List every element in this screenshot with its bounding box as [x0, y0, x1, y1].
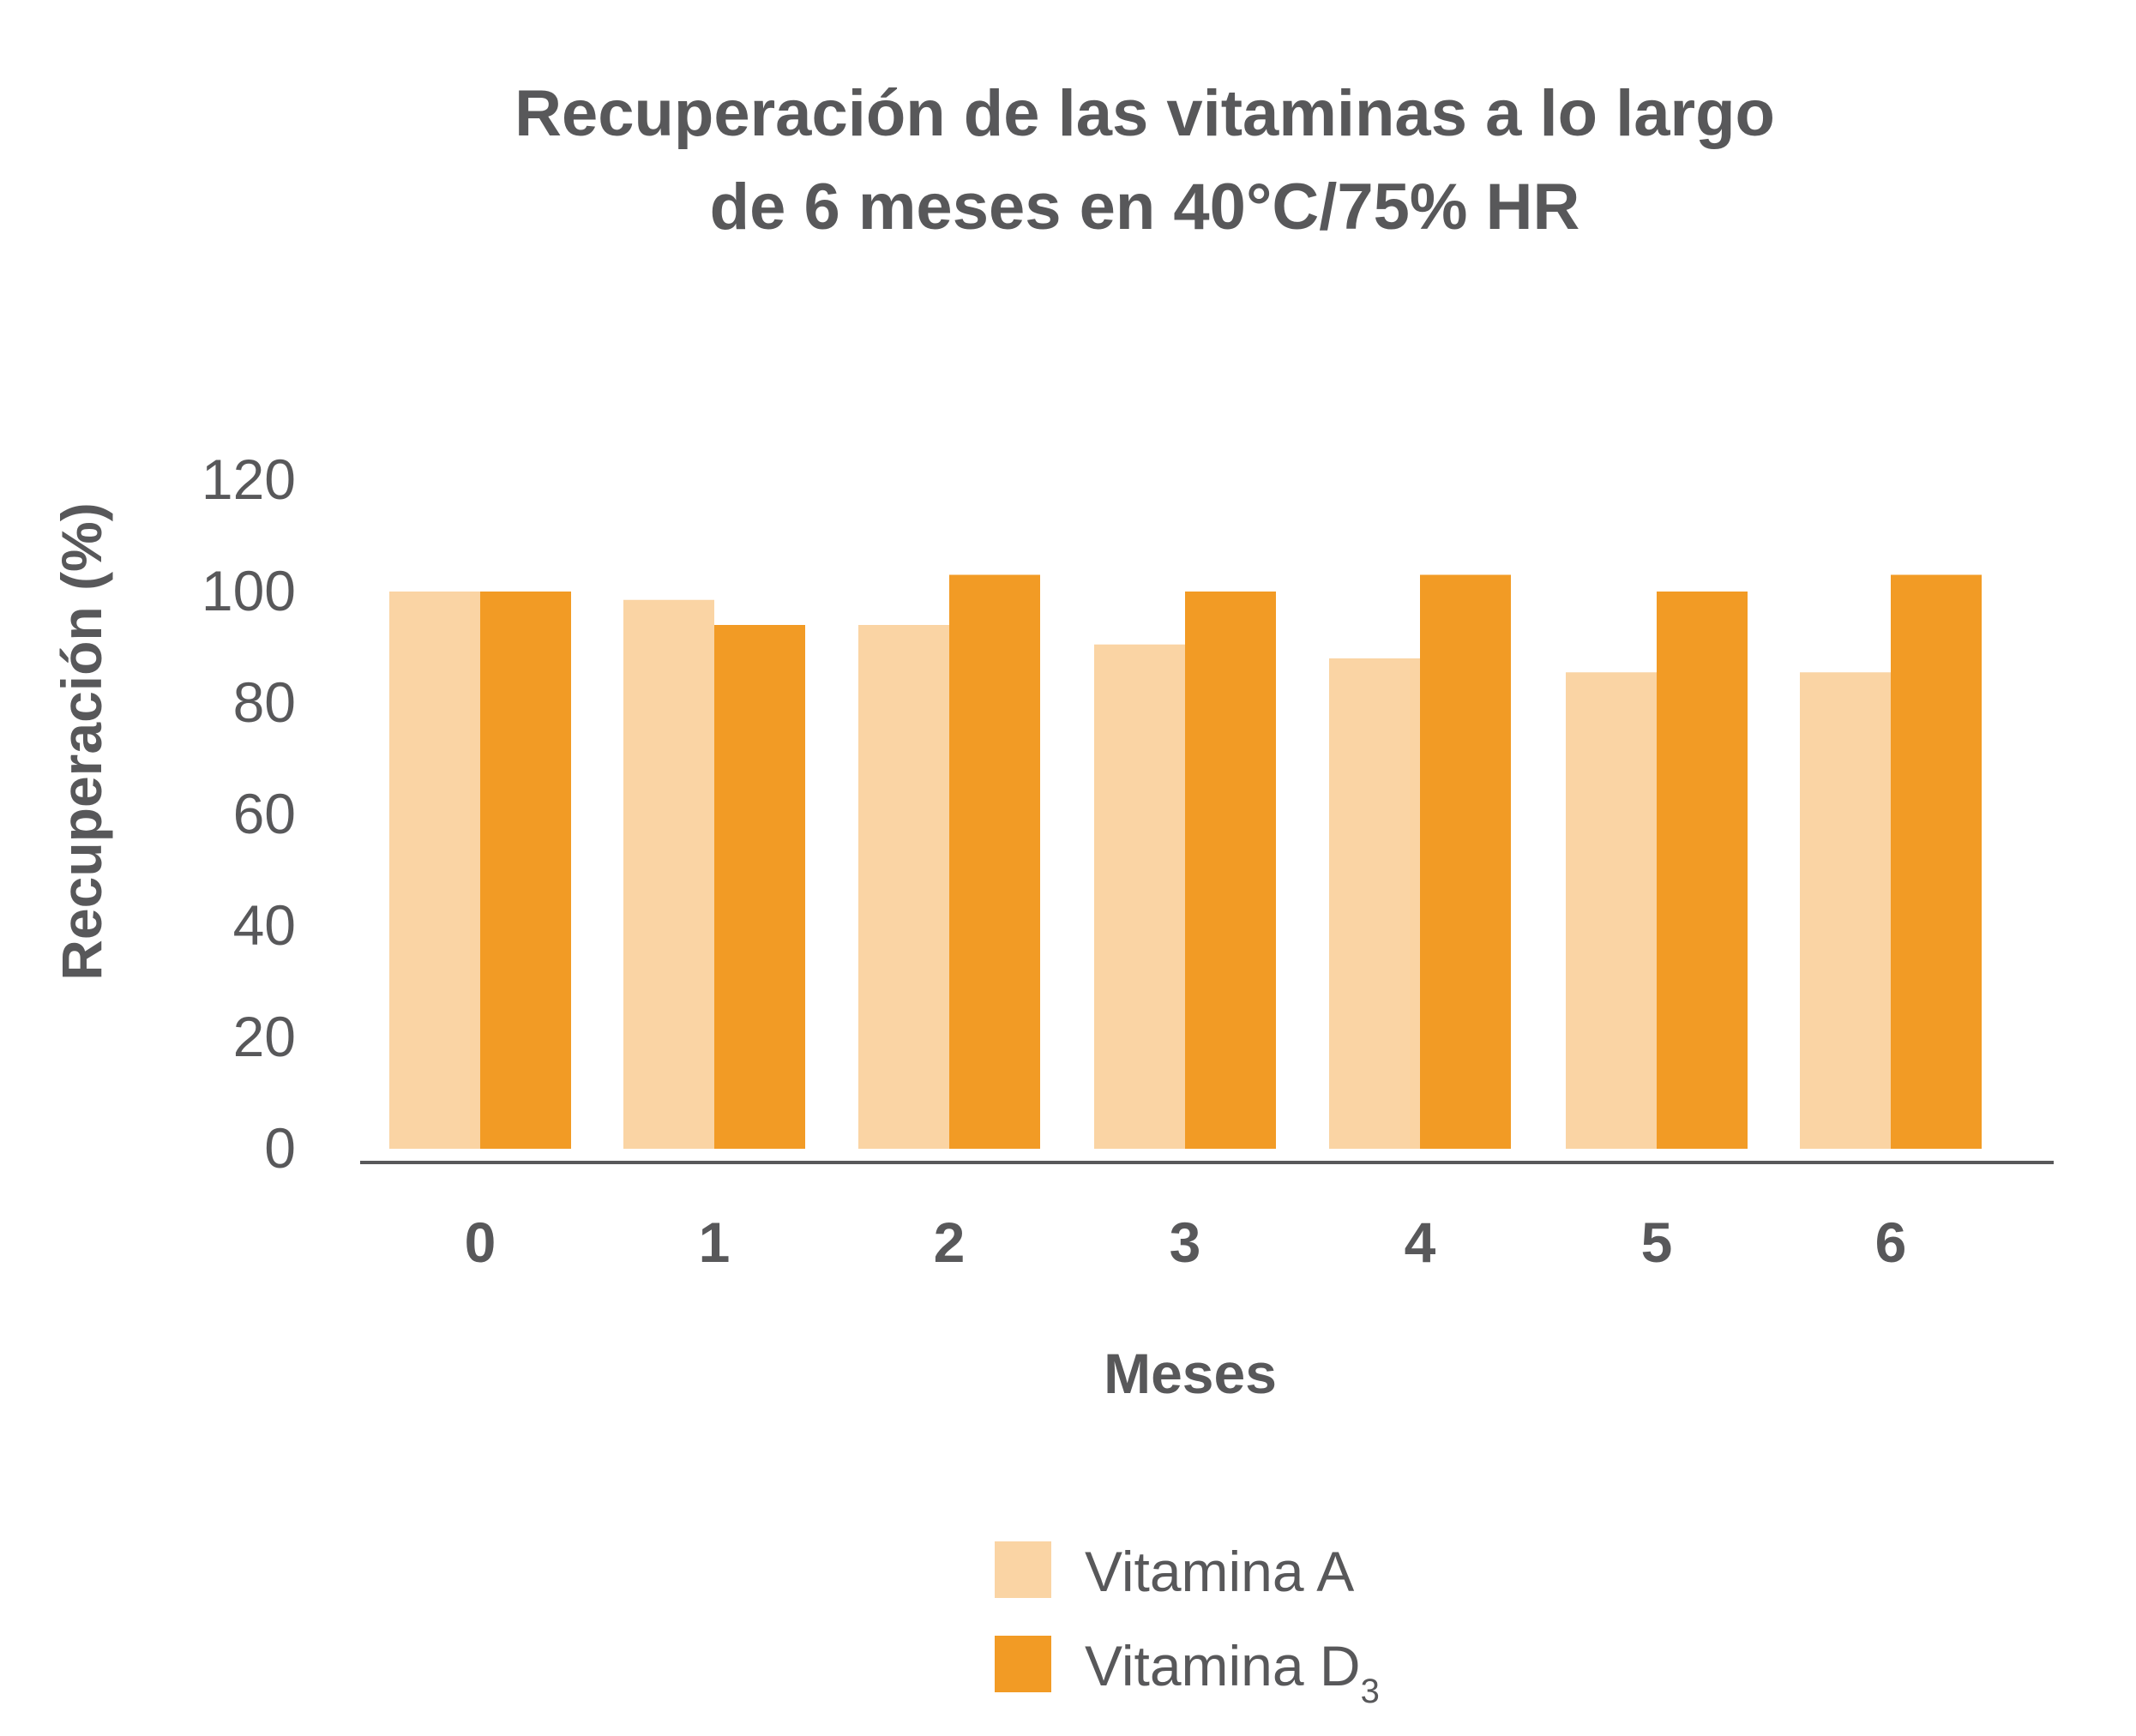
bar-vitamina-d3-month-5 — [1657, 592, 1748, 1149]
legend-swatch — [995, 1541, 1051, 1598]
bars — [389, 574, 1982, 1149]
chart-title-line-2: de 6 meses en 40°C/75% HR — [710, 171, 1580, 243]
y-tick-label: 20 — [233, 1005, 296, 1068]
x-tick-label: 1 — [699, 1210, 731, 1274]
y-tick-label: 80 — [233, 670, 296, 734]
bar-vitamina-a-month-4 — [1329, 658, 1420, 1149]
bar-vitamina-d3-month-1 — [714, 625, 805, 1149]
legend-swatch — [995, 1636, 1051, 1692]
x-tick-label: 3 — [1170, 1210, 1201, 1274]
chart-title-line-1: Recuperación de las vitaminas a lo largo — [514, 77, 1775, 150]
legend-label-text: Vitamina D — [1085, 1634, 1361, 1697]
y-axis-title: Recuperación (%) — [50, 502, 113, 980]
y-tick-label: 60 — [233, 782, 296, 845]
bar-vitamina-a-month-3 — [1094, 644, 1185, 1149]
bar-vitamina-d3-month-4 — [1420, 574, 1511, 1149]
bar-vitamina-a-month-2 — [858, 625, 949, 1149]
y-tick-label: 100 — [202, 559, 296, 622]
bar-vitamina-d3-month-6 — [1891, 574, 1982, 1149]
bar-vitamina-d3-month-3 — [1185, 592, 1276, 1149]
chart-title: Recuperación de las vitaminas a lo largo… — [514, 77, 1775, 243]
legend-label-subscript: 3 — [1361, 1673, 1380, 1710]
bar-vitamina-d3-month-0 — [480, 592, 571, 1149]
x-axis-ticks: 0 1 2 3 4 5 6 — [465, 1210, 1907, 1274]
x-axis-title: Meses — [1104, 1342, 1277, 1405]
x-tick-label: 5 — [1641, 1210, 1673, 1274]
legend: Vitamina A Vitamina D3 — [995, 1540, 1380, 1710]
y-tick-label: 40 — [233, 893, 296, 957]
y-axis-ticks: 0 20 40 60 80 100 120 — [202, 448, 296, 1180]
x-tick-label: 0 — [465, 1210, 496, 1274]
bar-vitamina-a-month-0 — [389, 592, 480, 1149]
bar-vitamina-a-month-1 — [623, 599, 714, 1149]
legend-label-text: Vitamina A — [1085, 1540, 1354, 1603]
x-tick-label: 2 — [934, 1210, 966, 1274]
legend-label: Vitamina A — [1085, 1540, 1354, 1603]
legend-label: Vitamina D3 — [1085, 1634, 1380, 1710]
bar-vitamina-d3-month-2 — [949, 574, 1040, 1149]
y-tick-label: 0 — [264, 1116, 296, 1180]
bar-vitamina-a-month-5 — [1566, 672, 1657, 1149]
x-tick-label: 6 — [1875, 1210, 1907, 1274]
y-tick-label: 120 — [202, 448, 296, 511]
x-tick-label: 4 — [1405, 1210, 1436, 1274]
bar-vitamina-a-month-6 — [1800, 672, 1891, 1149]
